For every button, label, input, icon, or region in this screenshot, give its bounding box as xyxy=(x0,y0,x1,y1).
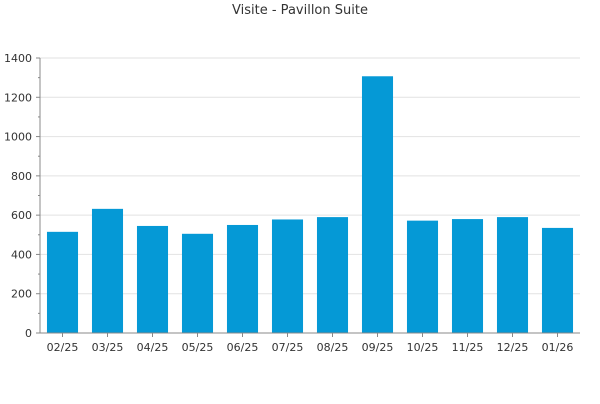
x-tick-label: 07/25 xyxy=(272,341,304,354)
bar[interactable] xyxy=(406,220,439,333)
x-tick-label: 04/25 xyxy=(137,341,169,354)
bar[interactable] xyxy=(136,225,169,333)
chart-title: Visite - Pavillon Suite xyxy=(232,3,368,18)
axes xyxy=(36,57,580,337)
bar[interactable] xyxy=(226,224,259,333)
bar[interactable] xyxy=(541,227,574,333)
bar[interactable] xyxy=(91,208,124,333)
x-tick-label: 11/25 xyxy=(452,341,484,354)
tick-labels: 0 200 400 600 800 1000 1200 1400 02/25 03/25 04/25… xyxy=(4,52,573,354)
x-tick-label: 06/25 xyxy=(227,341,259,354)
bar[interactable] xyxy=(316,217,349,333)
x-tick-label: 08/25 xyxy=(317,341,349,354)
x-tick-label: 01/26 xyxy=(542,341,574,354)
y-tick-label: 600 xyxy=(11,209,32,222)
y-tick-label: 1200 xyxy=(4,91,32,104)
y-tick-label: 1400 xyxy=(4,52,32,65)
bars xyxy=(46,76,574,334)
bar[interactable] xyxy=(361,76,394,334)
x-tick-label: 10/25 xyxy=(407,341,439,354)
x-tick-label: 03/25 xyxy=(92,341,124,354)
y-tick-label: 400 xyxy=(11,248,32,261)
bar[interactable] xyxy=(496,217,529,333)
bar[interactable] xyxy=(271,219,304,333)
y-tick-label: 0 xyxy=(25,327,32,340)
x-tick-label: 12/25 xyxy=(497,341,529,354)
x-tick-label: 02/25 xyxy=(47,341,79,354)
bar[interactable] xyxy=(46,231,79,333)
y-tick-label: 200 xyxy=(11,288,32,301)
bar[interactable] xyxy=(451,219,484,333)
y-tick-label: 1000 xyxy=(4,131,32,144)
bar[interactable] xyxy=(181,233,214,333)
y-tick-label: 800 xyxy=(11,170,32,183)
grid-lines xyxy=(40,57,580,295)
x-tick-label: 05/25 xyxy=(182,341,214,354)
x-tick-label: 09/25 xyxy=(362,341,394,354)
